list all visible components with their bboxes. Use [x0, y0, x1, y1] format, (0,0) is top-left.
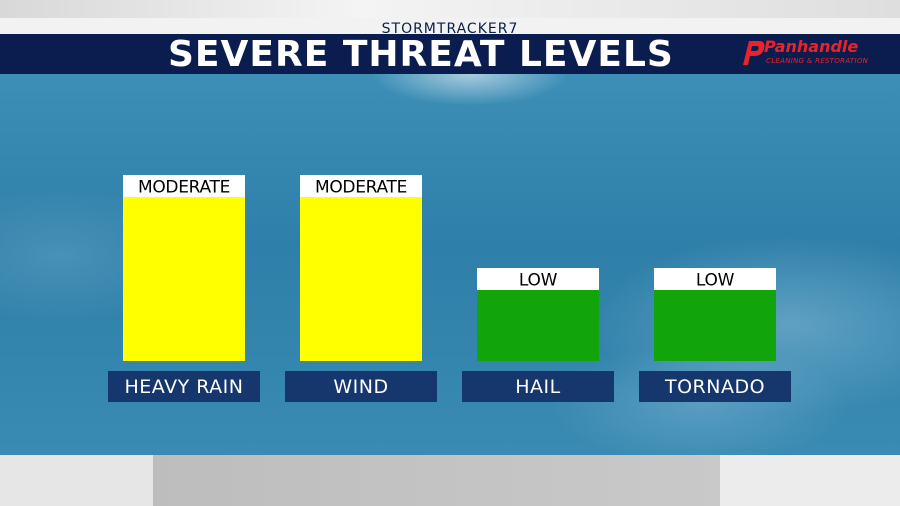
level-label: LOW [519, 271, 558, 291]
category-label: TORNADO [664, 376, 765, 398]
sponsor-name: Panhandle [764, 37, 859, 56]
category-label-box [108, 371, 260, 402]
category-label-box [639, 371, 791, 402]
category-label: HAIL [515, 376, 560, 398]
top-frame [0, 0, 900, 18]
sponsor-tagline: CLEANING & RESTORATION [766, 57, 869, 65]
sponsor-logo: Panhandle CLEANING & RESTORATION [740, 37, 880, 71]
station-brand: STORMTRACKER7 [381, 21, 519, 37]
level-label-box [123, 175, 245, 197]
title-bar: SEVERE THREAT LEVELS Panhandle CLEANING … [0, 34, 900, 75]
level-label-box [300, 175, 422, 197]
level-label: MODERATE [315, 178, 407, 198]
bar [477, 290, 599, 361]
category-label: HEAVY RAIN [125, 376, 244, 398]
threat-level-chart: MODERATE HEAVY RAIN MODERATE WIND LOW HAIL LOW… [108, 175, 791, 402]
bar [123, 197, 245, 361]
level-label: MODERATE [138, 178, 230, 198]
bar [300, 197, 422, 361]
brand-bar: STORMTRACKER7 [0, 18, 900, 37]
category-label-box [462, 371, 614, 402]
level-label-box [654, 268, 776, 290]
category-label: WIND [333, 376, 388, 398]
level-label-box [477, 268, 599, 290]
bottom-frame [0, 455, 900, 506]
bar [654, 290, 776, 361]
level-label: LOW [696, 271, 735, 291]
page-title: SEVERE THREAT LEVELS [168, 34, 674, 75]
sponsor-p-mark-icon [743, 41, 765, 65]
category-label-box [285, 371, 437, 402]
